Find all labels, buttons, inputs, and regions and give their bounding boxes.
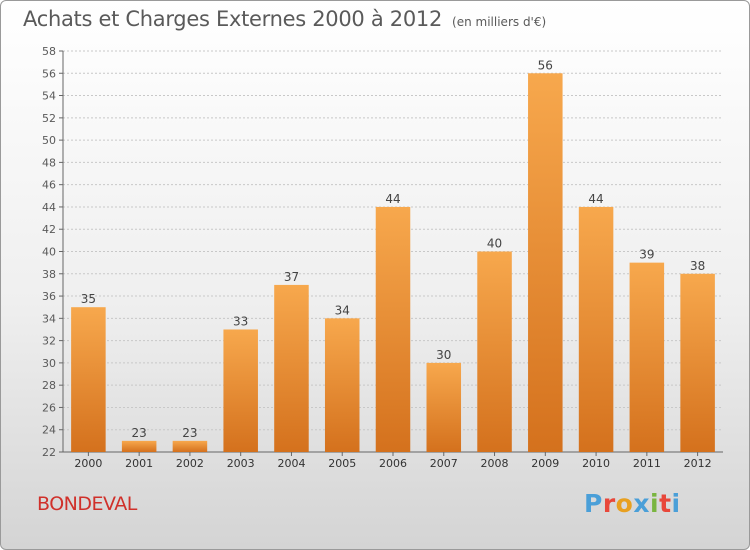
x-tick-label-2003: 2003 — [227, 457, 255, 470]
y-tick-label: 22 — [42, 446, 56, 459]
bar-2000 — [71, 307, 106, 452]
logo-letter: i — [671, 489, 681, 518]
y-tick-label: 54 — [42, 90, 56, 103]
x-tick-label-2007: 2007 — [430, 457, 458, 470]
value-label-2005: 34 — [335, 303, 350, 317]
value-label-2004: 37 — [284, 270, 299, 284]
grid-lines — [63, 50, 723, 453]
proxiti-logo: Proxiti — [584, 489, 681, 518]
bars — [71, 73, 715, 453]
data-labels: 35 2000 23 2001 23 2002 33 2003 37 2004 34 2005 44 20… — [74, 58, 711, 470]
title-text: Achats et Charges Externes 2000 à 2012 — [23, 7, 443, 31]
bar-2010 — [578, 206, 614, 452]
bar-2001 — [121, 440, 157, 452]
y-tick-label: 42 — [42, 223, 56, 236]
logo-letter: t — [659, 489, 672, 518]
bar-2012 — [680, 273, 715, 452]
y-tick-label: 58 — [42, 45, 56, 58]
logo-letter: P — [584, 489, 603, 518]
town-name: BONDEVAL — [37, 493, 137, 515]
y-tick-label: 32 — [42, 335, 56, 348]
x-tick-label-2008: 2008 — [481, 457, 509, 470]
bar-2003 — [223, 329, 258, 452]
y-tick-label: 48 — [42, 156, 56, 169]
x-tick-label-2010: 2010 — [582, 457, 610, 470]
x-tick-label-2004: 2004 — [277, 457, 305, 470]
value-label-2003: 33 — [233, 314, 248, 328]
logo-letter: o — [615, 489, 634, 518]
logo-letter: x — [633, 489, 650, 518]
value-label-2002: 23 — [182, 426, 197, 440]
value-label-2001: 23 — [132, 426, 147, 440]
value-label-2010: 44 — [588, 192, 603, 206]
x-tick-label-2011: 2011 — [633, 457, 661, 470]
y-tick-label: 36 — [42, 290, 56, 303]
title-unit: (en milliers d'€) — [452, 15, 547, 29]
y-tick-label: 34 — [42, 312, 56, 325]
value-label-2000: 35 — [81, 292, 96, 306]
y-tick-label: 24 — [42, 424, 56, 437]
logo-letter: r — [602, 489, 616, 518]
bar-2002 — [172, 440, 208, 452]
bar-2009 — [528, 73, 563, 453]
y-tick-label: 40 — [42, 246, 56, 259]
value-label-2011: 39 — [639, 248, 654, 262]
y-tick-label: 38 — [42, 268, 56, 281]
logo-letter: i — [650, 489, 660, 518]
y-tick-label: 56 — [42, 67, 56, 80]
x-tick-label-2006: 2006 — [379, 457, 407, 470]
bar-2007 — [426, 362, 462, 452]
bar-2004 — [274, 284, 309, 452]
value-label-2006: 44 — [385, 192, 400, 206]
bar-2005 — [324, 318, 360, 452]
value-label-2009: 56 — [538, 58, 553, 72]
x-tick-label-2000: 2000 — [74, 457, 102, 470]
y-tick-label: 50 — [42, 134, 56, 147]
y-tick-label: 26 — [42, 401, 56, 414]
y-tick-label: 52 — [42, 112, 56, 125]
bar-2008 — [477, 251, 512, 452]
value-label-2008: 40 — [487, 237, 502, 251]
y-tick-label: 44 — [42, 201, 56, 214]
value-label-2007: 30 — [436, 348, 451, 362]
x-tick-label-2009: 2009 — [531, 457, 559, 470]
x-tick-label-2001: 2001 — [125, 457, 153, 470]
chart-title: Achats et Charges Externes 2000 à 2012 (e… — [23, 7, 546, 31]
y-tick-label: 30 — [42, 357, 56, 370]
value-label-2012: 38 — [690, 259, 705, 273]
y-tick-label: 46 — [42, 179, 56, 192]
bar-2011 — [629, 262, 665, 452]
bar-2006 — [375, 206, 411, 452]
x-tick-label-2005: 2005 — [328, 457, 356, 470]
x-tick-label-2012: 2012 — [684, 457, 712, 470]
y-tick-label: 28 — [42, 379, 56, 392]
x-tick-label-2002: 2002 — [176, 457, 204, 470]
